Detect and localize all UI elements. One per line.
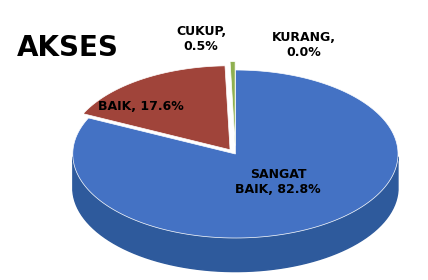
Text: BAIK, 17.6%: BAIK, 17.6% [98,100,184,113]
Text: CUKUP,
0.5%: CUKUP, 0.5% [176,25,226,53]
Polygon shape [230,62,235,146]
Polygon shape [73,157,398,272]
Polygon shape [83,66,230,150]
Text: KURANG,
0.0%: KURANG, 0.0% [272,31,336,59]
Text: SANGAT
BAIK, 82.8%: SANGAT BAIK, 82.8% [235,168,321,196]
Polygon shape [73,70,398,238]
Text: AKSES: AKSES [17,34,119,62]
